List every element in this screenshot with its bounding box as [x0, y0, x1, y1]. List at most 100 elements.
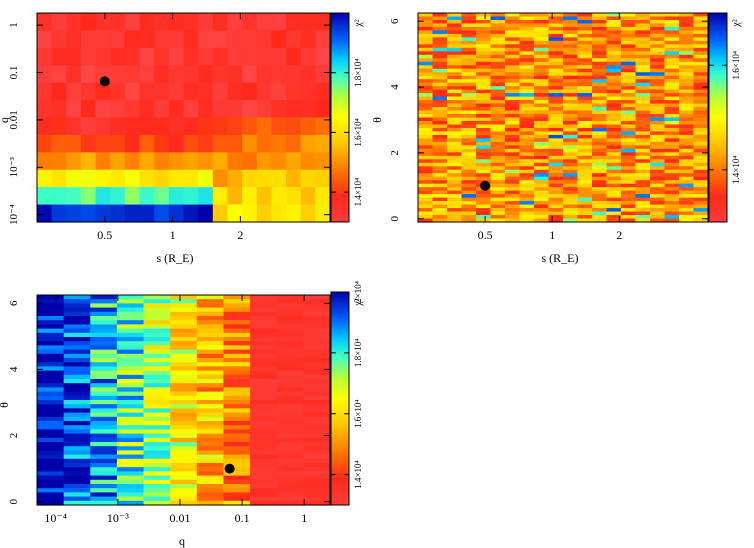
heatmap-cell	[37, 299, 65, 304]
heatmap-cell	[447, 131, 463, 136]
heatmap-cell	[563, 72, 579, 77]
heatmap-cell	[286, 204, 302, 223]
heatmap-cell	[519, 82, 535, 87]
heatmap-cell	[476, 114, 492, 119]
heatmap-cell	[476, 215, 492, 220]
heatmap-cell	[490, 65, 506, 70]
heatmap-cell	[505, 93, 521, 98]
heatmap-cell	[90, 379, 118, 384]
heatmap-cell	[490, 79, 506, 84]
heatmap-cell	[196, 458, 225, 464]
heatmap-cell	[476, 68, 492, 73]
heatmap-cell	[592, 82, 608, 87]
heatmap-cell	[95, 134, 111, 153]
heatmap-cell	[37, 458, 65, 464]
heatmap-cell	[242, 134, 258, 153]
heatmap-cell	[679, 37, 695, 42]
heatmap-cell	[300, 134, 316, 153]
heatmap-cell	[693, 131, 709, 136]
heatmap-cell	[490, 145, 506, 150]
heatmap-cell	[490, 148, 506, 153]
heatmap-cell	[534, 13, 550, 18]
heatmap-cell	[519, 33, 535, 38]
heatmap-cell	[548, 204, 564, 209]
heatmap-cell	[418, 44, 434, 49]
heatmap-cell	[432, 166, 448, 171]
heatmap-cell	[143, 400, 171, 405]
heatmap-cell	[650, 138, 666, 143]
heatmap-cell	[276, 454, 304, 460]
heatmap-cell	[505, 96, 521, 101]
heatmap-cell	[563, 180, 579, 185]
heatmap-cell	[276, 328, 304, 334]
heatmap-cell	[154, 187, 170, 206]
heatmap-cell	[139, 30, 155, 49]
heatmap-cell	[548, 162, 564, 167]
heatmap-cell	[519, 51, 535, 56]
heatmap-cell	[196, 446, 225, 451]
heatmap-cell	[90, 412, 118, 418]
heatmap-cell	[223, 299, 251, 304]
heatmap-cell	[563, 58, 579, 63]
heatmap-cell	[63, 446, 91, 451]
heatmap-cell	[577, 201, 593, 206]
heatmap-cell	[95, 82, 111, 101]
heatmap-cell	[505, 13, 521, 18]
heatmap-cell	[592, 72, 608, 77]
heatmap-cell	[432, 65, 448, 70]
heatmap-cell	[168, 82, 185, 101]
heatmap-cell	[635, 26, 651, 32]
heatmap-cell	[276, 383, 304, 388]
heatmap-cell	[490, 162, 506, 167]
heatmap-cell	[519, 204, 535, 209]
heatmap-cell	[242, 117, 258, 136]
heatmap-cell	[170, 433, 198, 439]
heatmap-cell	[635, 86, 651, 91]
heatmap-cell	[418, 13, 434, 18]
heatmap-cell	[447, 138, 463, 143]
heatmap-cell	[693, 86, 709, 91]
heatmap-cell	[143, 295, 171, 300]
heatmap-cell	[534, 68, 550, 73]
heatmap-cell	[592, 37, 608, 42]
heatmap-cell	[505, 145, 521, 150]
heatmap-cell	[519, 218, 535, 223]
heatmap-cell	[227, 100, 243, 119]
heatmap-cell	[534, 114, 550, 119]
heatmap-cell	[250, 374, 278, 380]
heatmap-cell	[183, 13, 199, 32]
heatmap-cell	[592, 176, 608, 181]
heatmap-cell	[693, 155, 709, 160]
heatmap-cell	[143, 479, 171, 485]
heatmap-cell	[63, 349, 91, 355]
heatmap-cell	[679, 58, 695, 63]
heatmap-cell	[693, 93, 709, 98]
heatmap-cell	[679, 40, 695, 45]
heatmap-cell	[548, 82, 564, 87]
heatmap-cell	[303, 311, 331, 317]
heatmap-cell	[432, 100, 448, 105]
heatmap-cell	[505, 190, 521, 195]
heatmap-cell	[276, 358, 304, 363]
heatmap-cell	[476, 197, 492, 202]
heatmap-cell	[51, 47, 67, 66]
heatmap-cell	[116, 307, 145, 313]
heatmap-cell	[170, 412, 198, 418]
heatmap-cell	[534, 180, 550, 185]
heatmap-cell	[170, 500, 198, 506]
heatmap-cell	[693, 65, 709, 70]
heatmap-cell	[276, 324, 304, 330]
heatmap-cell	[63, 496, 91, 502]
heatmap-cell	[418, 79, 434, 84]
heatmap-cell	[139, 204, 155, 223]
heatmap-cell	[548, 159, 564, 164]
heatmap-cell	[168, 13, 185, 32]
heatmap-cell	[276, 458, 304, 464]
heatmap-cell	[563, 162, 579, 167]
heatmap-cell	[650, 72, 666, 77]
heatmap-cell	[664, 26, 680, 32]
heatmap-cell	[227, 65, 243, 84]
heatmap-cell	[577, 19, 593, 25]
heatmap-cell	[606, 218, 622, 223]
heatmap-cell	[116, 324, 145, 330]
